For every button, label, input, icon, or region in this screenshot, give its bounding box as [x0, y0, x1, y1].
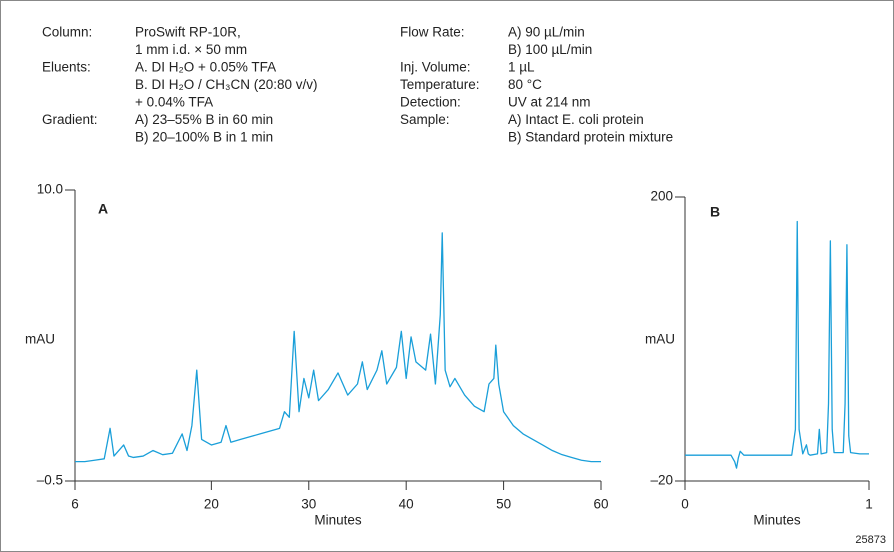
- x-tick-label: 60: [593, 497, 608, 512]
- panel-label: A: [98, 201, 108, 217]
- condition-value: + 0.04% TFA: [135, 95, 213, 110]
- y-axis-label: mAU: [645, 332, 675, 347]
- panel-label: B: [710, 204, 720, 220]
- condition-value: 80 °C: [508, 77, 542, 92]
- x-tick-label: 20: [204, 497, 219, 512]
- condition-value: A. DI H₂O + 0.05% TFA: [135, 60, 276, 75]
- condition-label: Inj. Volume:: [400, 60, 471, 75]
- y-axis-label: mAU: [25, 332, 55, 347]
- x-axis-label: Minutes: [314, 513, 362, 528]
- chromatogram-line: [75, 232, 601, 463]
- condition-value: 1 mm i.d. × 50 mm: [135, 42, 247, 57]
- y-tick-label: –0.5: [37, 473, 63, 488]
- condition-label: Sample:: [400, 112, 450, 127]
- condition-value: B) Standard protein mixture: [508, 130, 673, 145]
- x-tick-label: 30: [301, 497, 316, 512]
- condition-value: B) 20–100% B in 1 min: [135, 130, 273, 145]
- chromatogram-line: [685, 220, 869, 469]
- condition-label: Gradient:: [42, 112, 98, 127]
- y-tick-label: –20: [650, 473, 673, 488]
- condition-value: UV at 214 nm: [508, 95, 591, 110]
- condition-value: B) 100 µL/min: [508, 42, 592, 57]
- y-tick-label: 10.0: [37, 182, 63, 197]
- y-tick-label: 200: [650, 189, 673, 204]
- x-tick-label: 40: [399, 497, 414, 512]
- condition-label: Flow Rate:: [400, 25, 465, 40]
- condition-value: 1 µL: [508, 60, 535, 75]
- condition-value: A) Intact E. coli protein: [508, 112, 644, 127]
- condition-label: Eluents:: [42, 60, 91, 75]
- condition-value: A) 90 µL/min: [508, 25, 585, 40]
- condition-label: Detection:: [400, 95, 461, 110]
- condition-value: A) 23–55% B in 60 min: [135, 112, 273, 127]
- condition-label: Temperature:: [400, 77, 480, 92]
- x-tick-label: 1: [865, 497, 873, 512]
- condition-value: ProSwift RP-10R,: [135, 25, 241, 40]
- figure-id: 25873: [855, 534, 886, 546]
- x-tick-label: 50: [496, 497, 511, 512]
- x-tick-label: 0: [681, 497, 689, 512]
- x-tick-label: 6: [71, 497, 79, 512]
- x-axis-label: Minutes: [753, 513, 801, 528]
- condition-label: Column:: [42, 25, 92, 40]
- condition-value: B. DI H₂O / CH₃CN (20:80 v/v): [135, 77, 318, 92]
